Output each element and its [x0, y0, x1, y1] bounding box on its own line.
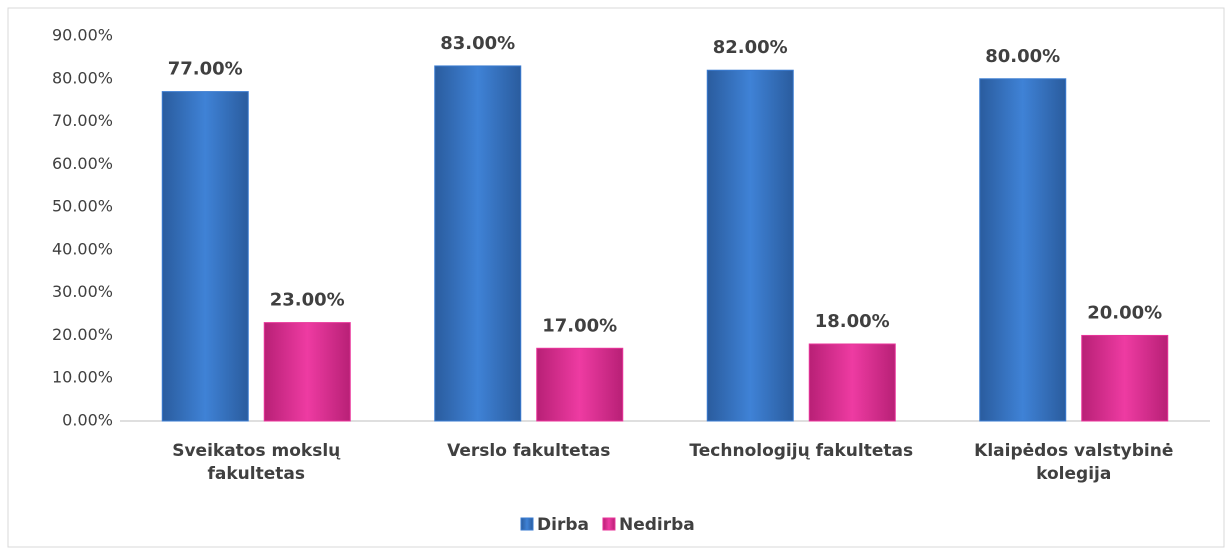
data-label: 80.00% — [985, 46, 1060, 67]
legend-label: Dirba — [537, 515, 589, 535]
x-tick-label: Technologijų fakultetas — [689, 441, 914, 461]
legend-swatch — [602, 517, 616, 531]
y-tick-label: 60.00% — [52, 154, 113, 173]
bar — [263, 322, 351, 422]
x-tick-label: Sveikatos mokslų fakultetas — [172, 441, 341, 484]
y-tick-label: 90.00% — [52, 26, 113, 45]
y-tick-label: 10.00% — [52, 368, 113, 387]
data-label: 77.00% — [168, 59, 243, 80]
x-tick-label: Verslo fakultetas — [447, 441, 611, 461]
y-tick-label: 20.00% — [52, 325, 113, 344]
y-tick-label: 80.00% — [52, 68, 113, 87]
bar — [979, 78, 1067, 422]
bar — [536, 347, 624, 422]
data-label: 20.00% — [1087, 302, 1162, 323]
data-label: 17.00% — [542, 315, 617, 336]
y-tick-label: 50.00% — [52, 197, 113, 216]
y-tick-label: 70.00% — [52, 111, 113, 130]
bar — [434, 65, 522, 422]
data-label: 23.00% — [270, 290, 345, 311]
legend-label: Nedirba — [619, 515, 695, 535]
chart-border — [7, 7, 1225, 548]
bar — [808, 343, 896, 422]
legend-swatch — [520, 517, 534, 531]
y-tick-label: 0.00% — [62, 411, 113, 430]
bar — [706, 69, 794, 422]
bar — [161, 91, 249, 422]
y-tick-label: 30.00% — [52, 282, 113, 301]
data-label: 83.00% — [440, 33, 515, 54]
bar — [1081, 334, 1169, 422]
y-tick-label: 40.00% — [52, 239, 113, 258]
data-label: 82.00% — [713, 37, 788, 58]
data-label: 18.00% — [815, 311, 890, 332]
x-tick-label: Klaipėdos valstybinė kolegija — [974, 441, 1174, 484]
